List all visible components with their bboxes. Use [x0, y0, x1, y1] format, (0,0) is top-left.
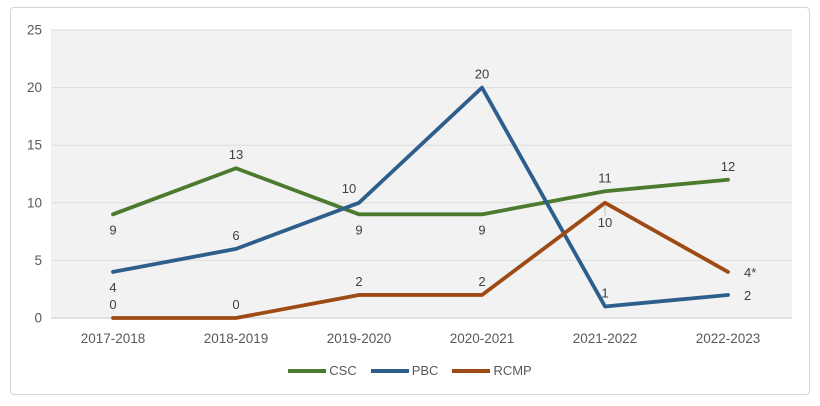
- legend-item-csc: CSC: [288, 363, 357, 378]
- legend-label-pbc: PBC: [411, 363, 439, 378]
- rcmp-series-line: [111, 200, 730, 320]
- data-label: 10: [342, 181, 356, 196]
- plot-area: [51, 30, 792, 318]
- y-tick-label: 10: [27, 195, 42, 210]
- data-label: 9: [109, 222, 116, 237]
- chart-legend: CSC PBC RCMP: [0, 363, 820, 378]
- data-label: 2: [478, 274, 485, 289]
- data-label: 4: [109, 280, 116, 295]
- x-category-label: 2021-2022: [573, 331, 638, 346]
- pbc-line-swatch: [370, 368, 409, 373]
- data-label: 9: [478, 222, 485, 237]
- data-label: 13: [229, 147, 243, 162]
- y-tick-label: 25: [27, 23, 42, 38]
- data-label: 4*: [744, 265, 756, 280]
- data-label: 6: [232, 228, 239, 243]
- data-label: 9: [355, 222, 362, 237]
- data-label: 2: [355, 274, 362, 289]
- x-category-label: 2019-2020: [327, 331, 392, 346]
- legend-item-rcmp: RCMP: [452, 363, 532, 378]
- csc-series-line: [111, 166, 730, 217]
- y-tick-label: 15: [27, 138, 42, 153]
- data-label: 0: [109, 297, 116, 312]
- data-label: 20: [475, 67, 489, 82]
- data-label: 11: [598, 170, 612, 185]
- legend-item-pbc: PBC: [370, 363, 439, 378]
- rcmp-line-swatch: [452, 368, 491, 373]
- x-category-label: 2017-2018: [81, 331, 146, 346]
- data-label: 1: [601, 285, 608, 300]
- y-tick-label: 20: [27, 80, 42, 95]
- legend-label-csc: CSC: [329, 363, 357, 378]
- y-tick-label: 5: [34, 253, 42, 268]
- data-label: 0: [232, 297, 239, 312]
- data-label: 12: [721, 159, 735, 174]
- x-category-label: 2018-2019: [204, 331, 269, 346]
- y-tick-label: 0: [34, 311, 42, 326]
- csc-line-swatch: [288, 368, 327, 373]
- legend-label-rcmp: RCMP: [493, 363, 532, 378]
- data-label: 2: [744, 288, 751, 303]
- data-label: 10: [598, 215, 612, 230]
- x-category-label: 2022-2023: [696, 331, 761, 346]
- pbc-series-line: [111, 85, 730, 309]
- x-category-label: 2020-2021: [450, 331, 515, 346]
